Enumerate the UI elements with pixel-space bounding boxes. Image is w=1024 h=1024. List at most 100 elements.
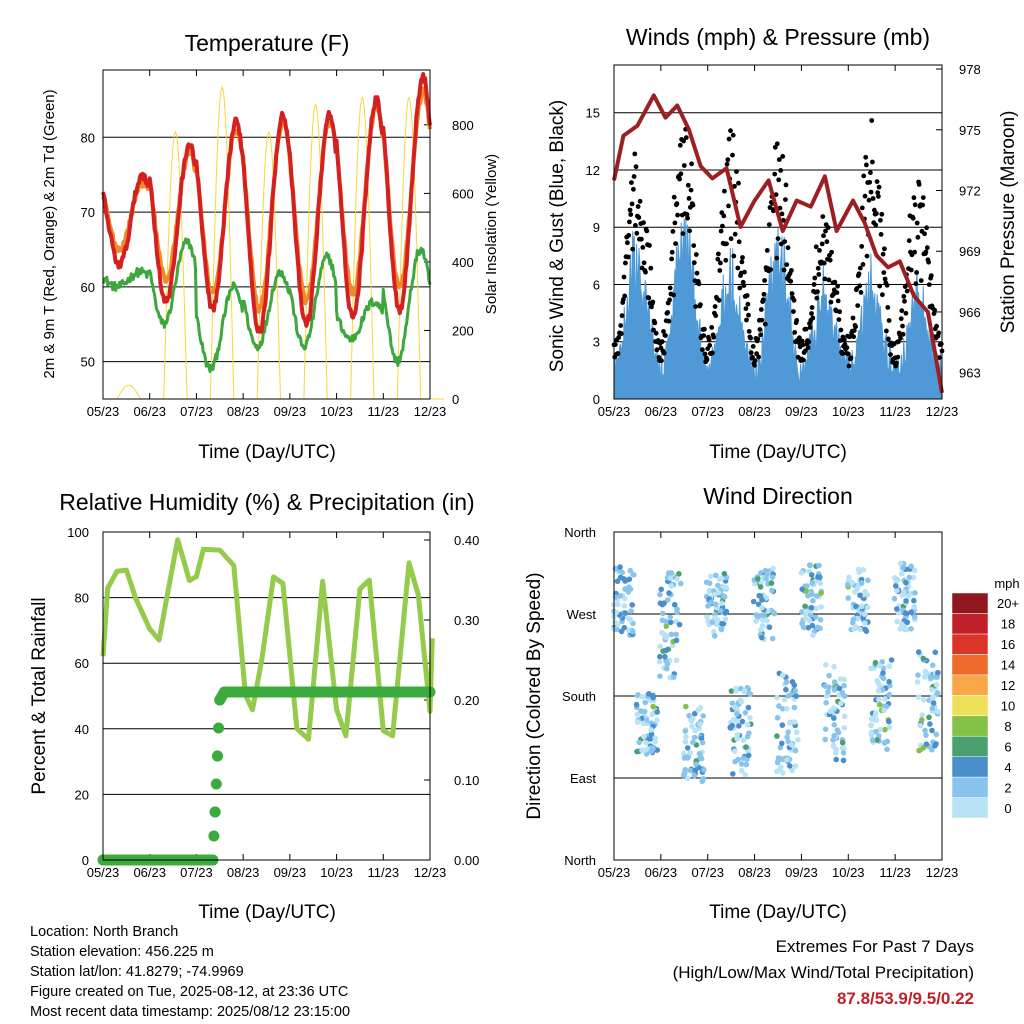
gust-point bbox=[728, 236, 734, 242]
gust-point bbox=[636, 215, 642, 220]
x-tick-label: 08/23 bbox=[227, 404, 260, 419]
direction-point bbox=[673, 637, 680, 644]
gust-point bbox=[666, 318, 672, 324]
direction-point bbox=[916, 747, 922, 754]
direction-point bbox=[740, 755, 747, 762]
direction-point bbox=[715, 582, 721, 589]
direction-point bbox=[818, 604, 824, 610]
precip-point bbox=[209, 806, 221, 818]
gust-point bbox=[643, 269, 648, 275]
x-tick-label: 06/23 bbox=[133, 865, 166, 880]
gust-point bbox=[911, 195, 917, 201]
direction-point bbox=[903, 579, 909, 586]
direction-point bbox=[845, 595, 851, 601]
x-tick-label: 12/23 bbox=[926, 404, 959, 419]
gust-point bbox=[809, 305, 815, 310]
gust-point bbox=[706, 337, 712, 343]
direction-point bbox=[700, 776, 707, 782]
direction-point bbox=[784, 757, 790, 763]
gust-point bbox=[878, 232, 884, 237]
gust-point bbox=[834, 290, 840, 295]
direction-point bbox=[615, 621, 621, 628]
direction-point bbox=[638, 708, 644, 714]
direction-point bbox=[920, 655, 927, 662]
station-location: Location: North Branch bbox=[30, 924, 179, 940]
direction-point bbox=[817, 580, 824, 587]
x-tick-label: 11/23 bbox=[367, 865, 399, 880]
direction-point bbox=[830, 737, 836, 743]
direction-point bbox=[693, 761, 699, 768]
x-tick-label: 07/23 bbox=[180, 865, 213, 880]
direction-point bbox=[745, 704, 752, 711]
gust-point bbox=[684, 212, 690, 217]
direction-point bbox=[793, 729, 800, 735]
gust-point bbox=[619, 313, 625, 319]
gust-point bbox=[829, 249, 834, 255]
gust-point bbox=[926, 259, 931, 265]
direction-point bbox=[882, 726, 888, 733]
gust-point bbox=[835, 298, 841, 304]
gust-point bbox=[809, 311, 814, 316]
direction-point bbox=[880, 675, 887, 682]
y2-tick-label: 200 bbox=[452, 323, 474, 338]
direction-point bbox=[856, 569, 862, 576]
direction-point bbox=[814, 593, 820, 599]
direction-point bbox=[692, 767, 699, 773]
humidity-ylabel: Percent & Total Rainfall bbox=[29, 597, 50, 794]
direction-point bbox=[898, 570, 905, 577]
legend-label: 14 bbox=[1001, 658, 1015, 673]
gust-point bbox=[721, 213, 727, 219]
direction-point bbox=[873, 728, 879, 735]
gust-point bbox=[791, 309, 796, 314]
direction-point bbox=[808, 604, 815, 611]
gust-point bbox=[772, 171, 778, 177]
direction-point bbox=[742, 710, 749, 716]
direction-point bbox=[708, 599, 715, 605]
direction-point bbox=[700, 713, 706, 719]
direction-point bbox=[791, 719, 798, 725]
direction-point bbox=[833, 747, 840, 753]
direction-point bbox=[919, 717, 925, 723]
direction-point bbox=[841, 725, 847, 731]
gust-point bbox=[856, 271, 862, 277]
gust-point bbox=[860, 262, 866, 267]
x-tick-label: 06/23 bbox=[645, 865, 678, 880]
direction-point bbox=[808, 572, 815, 578]
direction-point bbox=[876, 701, 883, 708]
x-tick-label: 05/23 bbox=[598, 404, 631, 419]
gust-point bbox=[886, 318, 892, 323]
gust-point bbox=[868, 189, 874, 195]
gust-point bbox=[920, 202, 925, 208]
legend-swatch bbox=[951, 735, 989, 757]
direction-point bbox=[769, 574, 776, 580]
gust-point bbox=[745, 301, 751, 307]
direction-point bbox=[868, 729, 875, 736]
direction-point bbox=[876, 696, 882, 703]
gust-point bbox=[803, 326, 809, 332]
gust-point bbox=[920, 195, 926, 201]
direction-point bbox=[690, 739, 696, 746]
direction-point bbox=[875, 688, 882, 694]
direction-point bbox=[703, 579, 710, 585]
direction-point bbox=[897, 626, 904, 632]
direction-point bbox=[831, 679, 838, 685]
direction-point bbox=[692, 727, 698, 734]
direction-point bbox=[696, 750, 703, 757]
direction-point bbox=[792, 688, 799, 694]
direction-point bbox=[872, 659, 879, 666]
direction-point bbox=[713, 572, 719, 579]
gust-point bbox=[880, 251, 886, 257]
direction-point bbox=[764, 618, 770, 624]
direction-point bbox=[680, 750, 687, 756]
direction-point bbox=[656, 659, 663, 665]
direction-point bbox=[626, 576, 633, 582]
direction-point bbox=[641, 747, 647, 754]
gust-point bbox=[688, 187, 694, 193]
gust-point bbox=[845, 351, 851, 357]
direction-point bbox=[914, 679, 921, 685]
direction-point bbox=[636, 739, 642, 746]
direction-point bbox=[769, 587, 775, 594]
gust-point bbox=[781, 267, 787, 273]
gust-point bbox=[685, 215, 690, 221]
direction-point bbox=[872, 713, 878, 719]
